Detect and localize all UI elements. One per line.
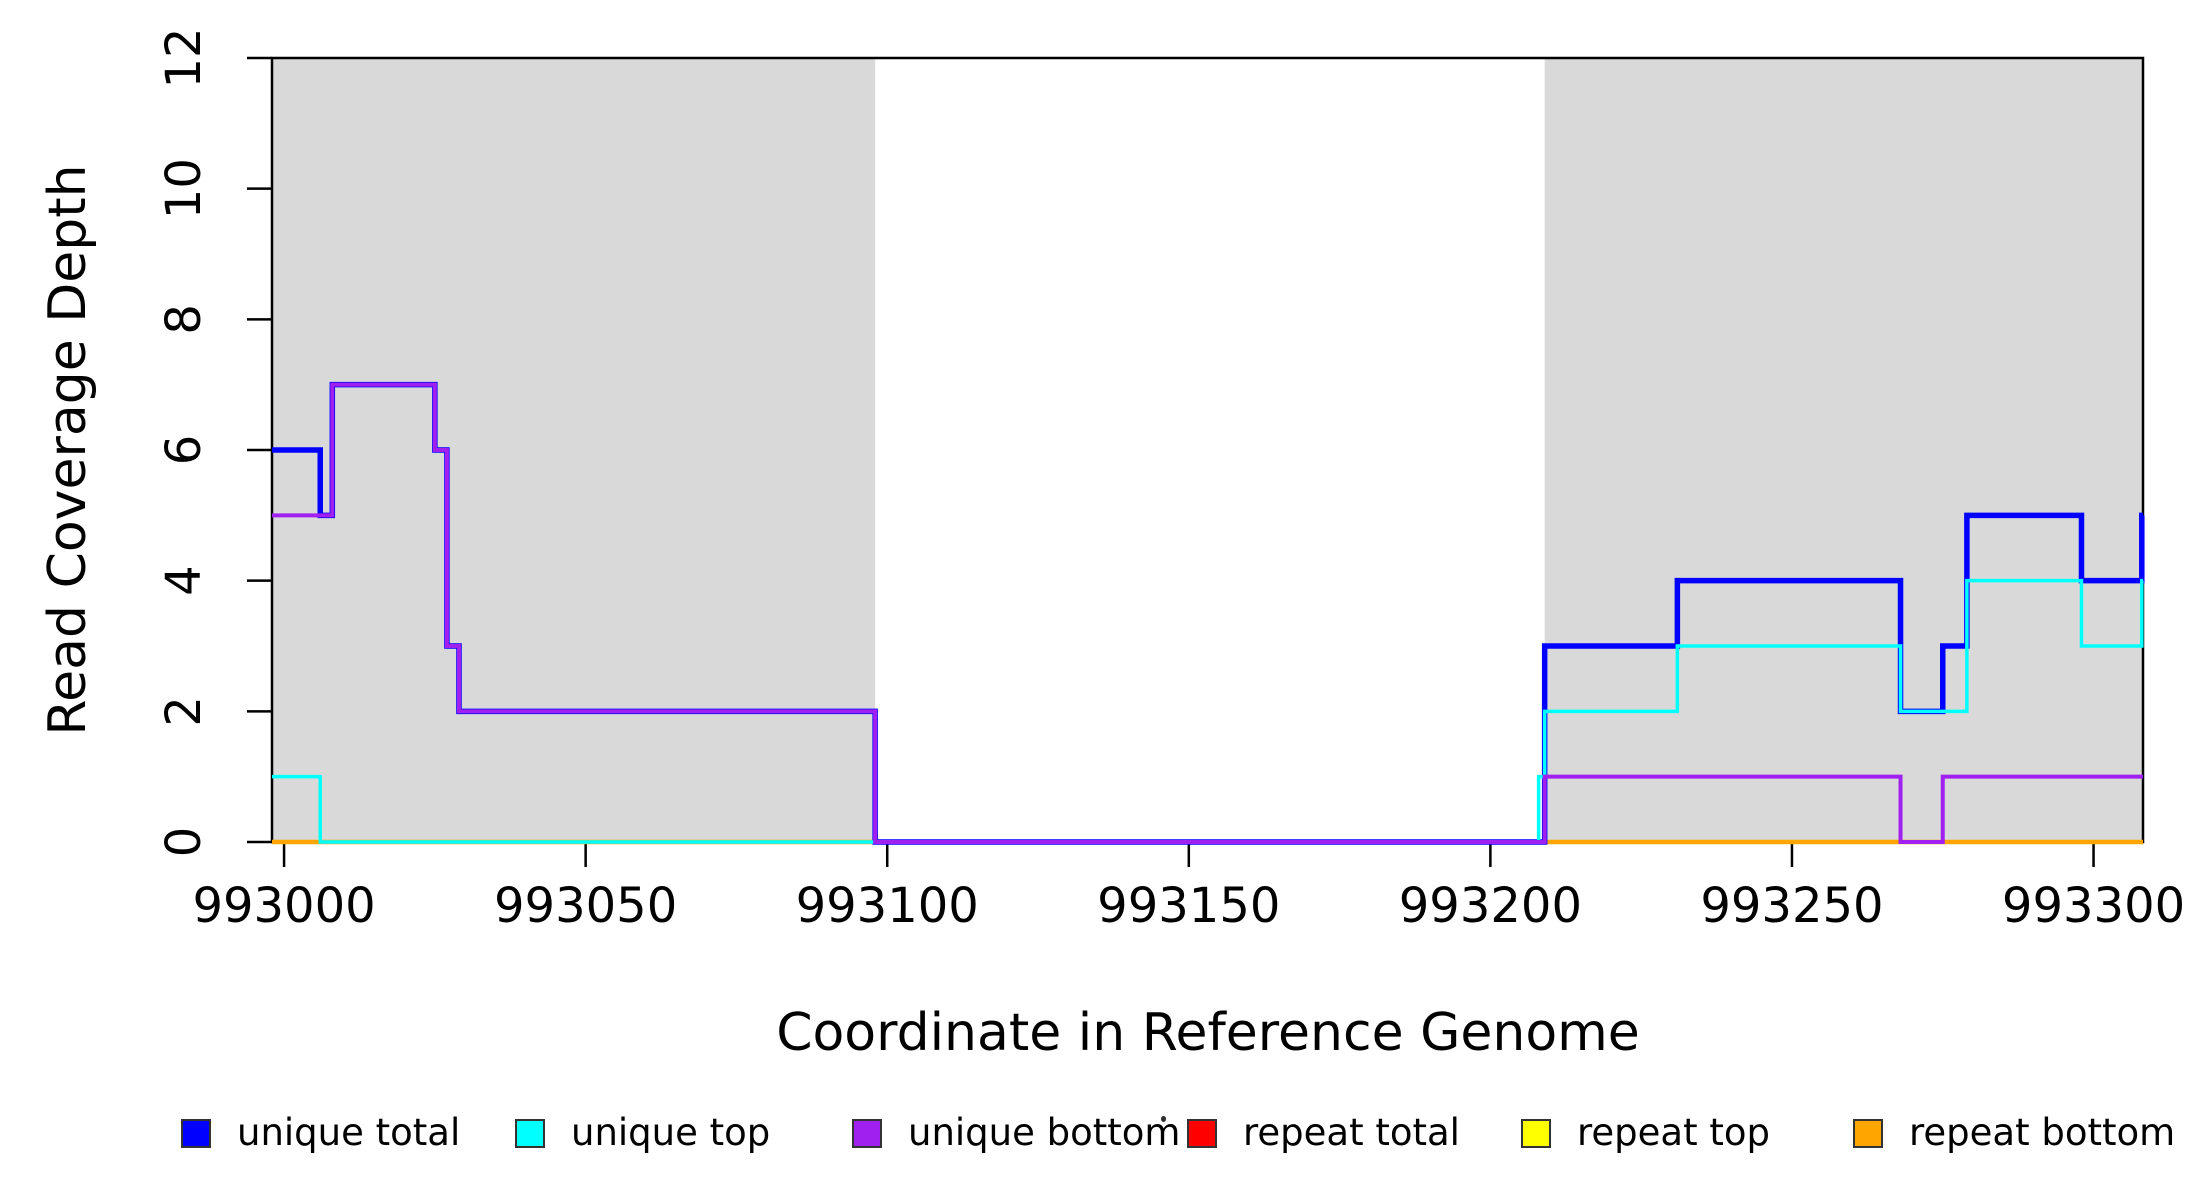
- x-tick-label: 993150: [1097, 878, 1280, 934]
- legend-swatch-repeat-total: [1187, 1118, 1217, 1148]
- x-tick-label: 993050: [494, 878, 677, 934]
- y-tick-label: 10: [156, 158, 212, 219]
- x-tick-label: 993300: [2002, 878, 2185, 934]
- legend-label: unique bottom: [908, 1111, 1181, 1154]
- legend-label: repeat top: [1577, 1111, 1770, 1154]
- legend-item-repeat-bottom: repeat bottom: [1853, 1111, 2176, 1154]
- legend-item-repeat-top: repeat top: [1521, 1111, 1770, 1154]
- legend-item-repeat-total: repeat total: [1187, 1111, 1460, 1154]
- shaded-region: [272, 58, 876, 842]
- legend-swatch-repeat-bottom: [1853, 1118, 1883, 1148]
- x-tick-label: 993100: [796, 878, 979, 934]
- legend: unique total unique top unique bottom repea…: [0, 0, 2200, 1151]
- y-tick-label: 4: [156, 565, 212, 596]
- y-tick-label: 12: [156, 27, 212, 88]
- legend-label: unique total: [237, 1111, 461, 1154]
- x-tick-label: 993200: [1399, 878, 1582, 934]
- legend-swatch-unique-bottom: [852, 1118, 882, 1148]
- y-tick-label: 2: [156, 696, 212, 727]
- legend-swatch-repeat-top: [1521, 1118, 1551, 1148]
- x-tick-label: 993250: [1700, 878, 1883, 934]
- y-tick-label: 8: [156, 304, 212, 335]
- legend-swatch-unique-total: [181, 1118, 211, 1148]
- legend-label: repeat total: [1243, 1111, 1460, 1154]
- shaded-regions-layer: [272, 58, 2143, 842]
- legend-swatch-unique-top: [515, 1118, 545, 1148]
- legend-label: repeat bottom: [1909, 1111, 2176, 1154]
- y-tick-label: 6: [156, 435, 212, 466]
- y-tick-label: 0: [156, 827, 212, 858]
- x-tick-label: 993000: [192, 878, 375, 934]
- y-axis-title: Read Coverage Depth: [38, 164, 98, 735]
- legend-item-unique-bottom: unique bottom: [852, 1111, 1181, 1154]
- x-axis-title: Coordinate in Reference Genome: [776, 1003, 1640, 1063]
- series-layer: [272, 381, 2145, 845]
- stray-dot: [1161, 1116, 1166, 1122]
- axes-layer: 993000 993050 993100 993150 993200 993250 9933…: [156, 27, 2185, 934]
- shaded-region: [1544, 58, 2143, 842]
- legend-label: unique top: [571, 1111, 771, 1154]
- series-unique-bottom: [272, 382, 2143, 844]
- legend-item-unique-total: unique total: [181, 1111, 461, 1154]
- legend-item-unique-top: unique top: [515, 1111, 771, 1154]
